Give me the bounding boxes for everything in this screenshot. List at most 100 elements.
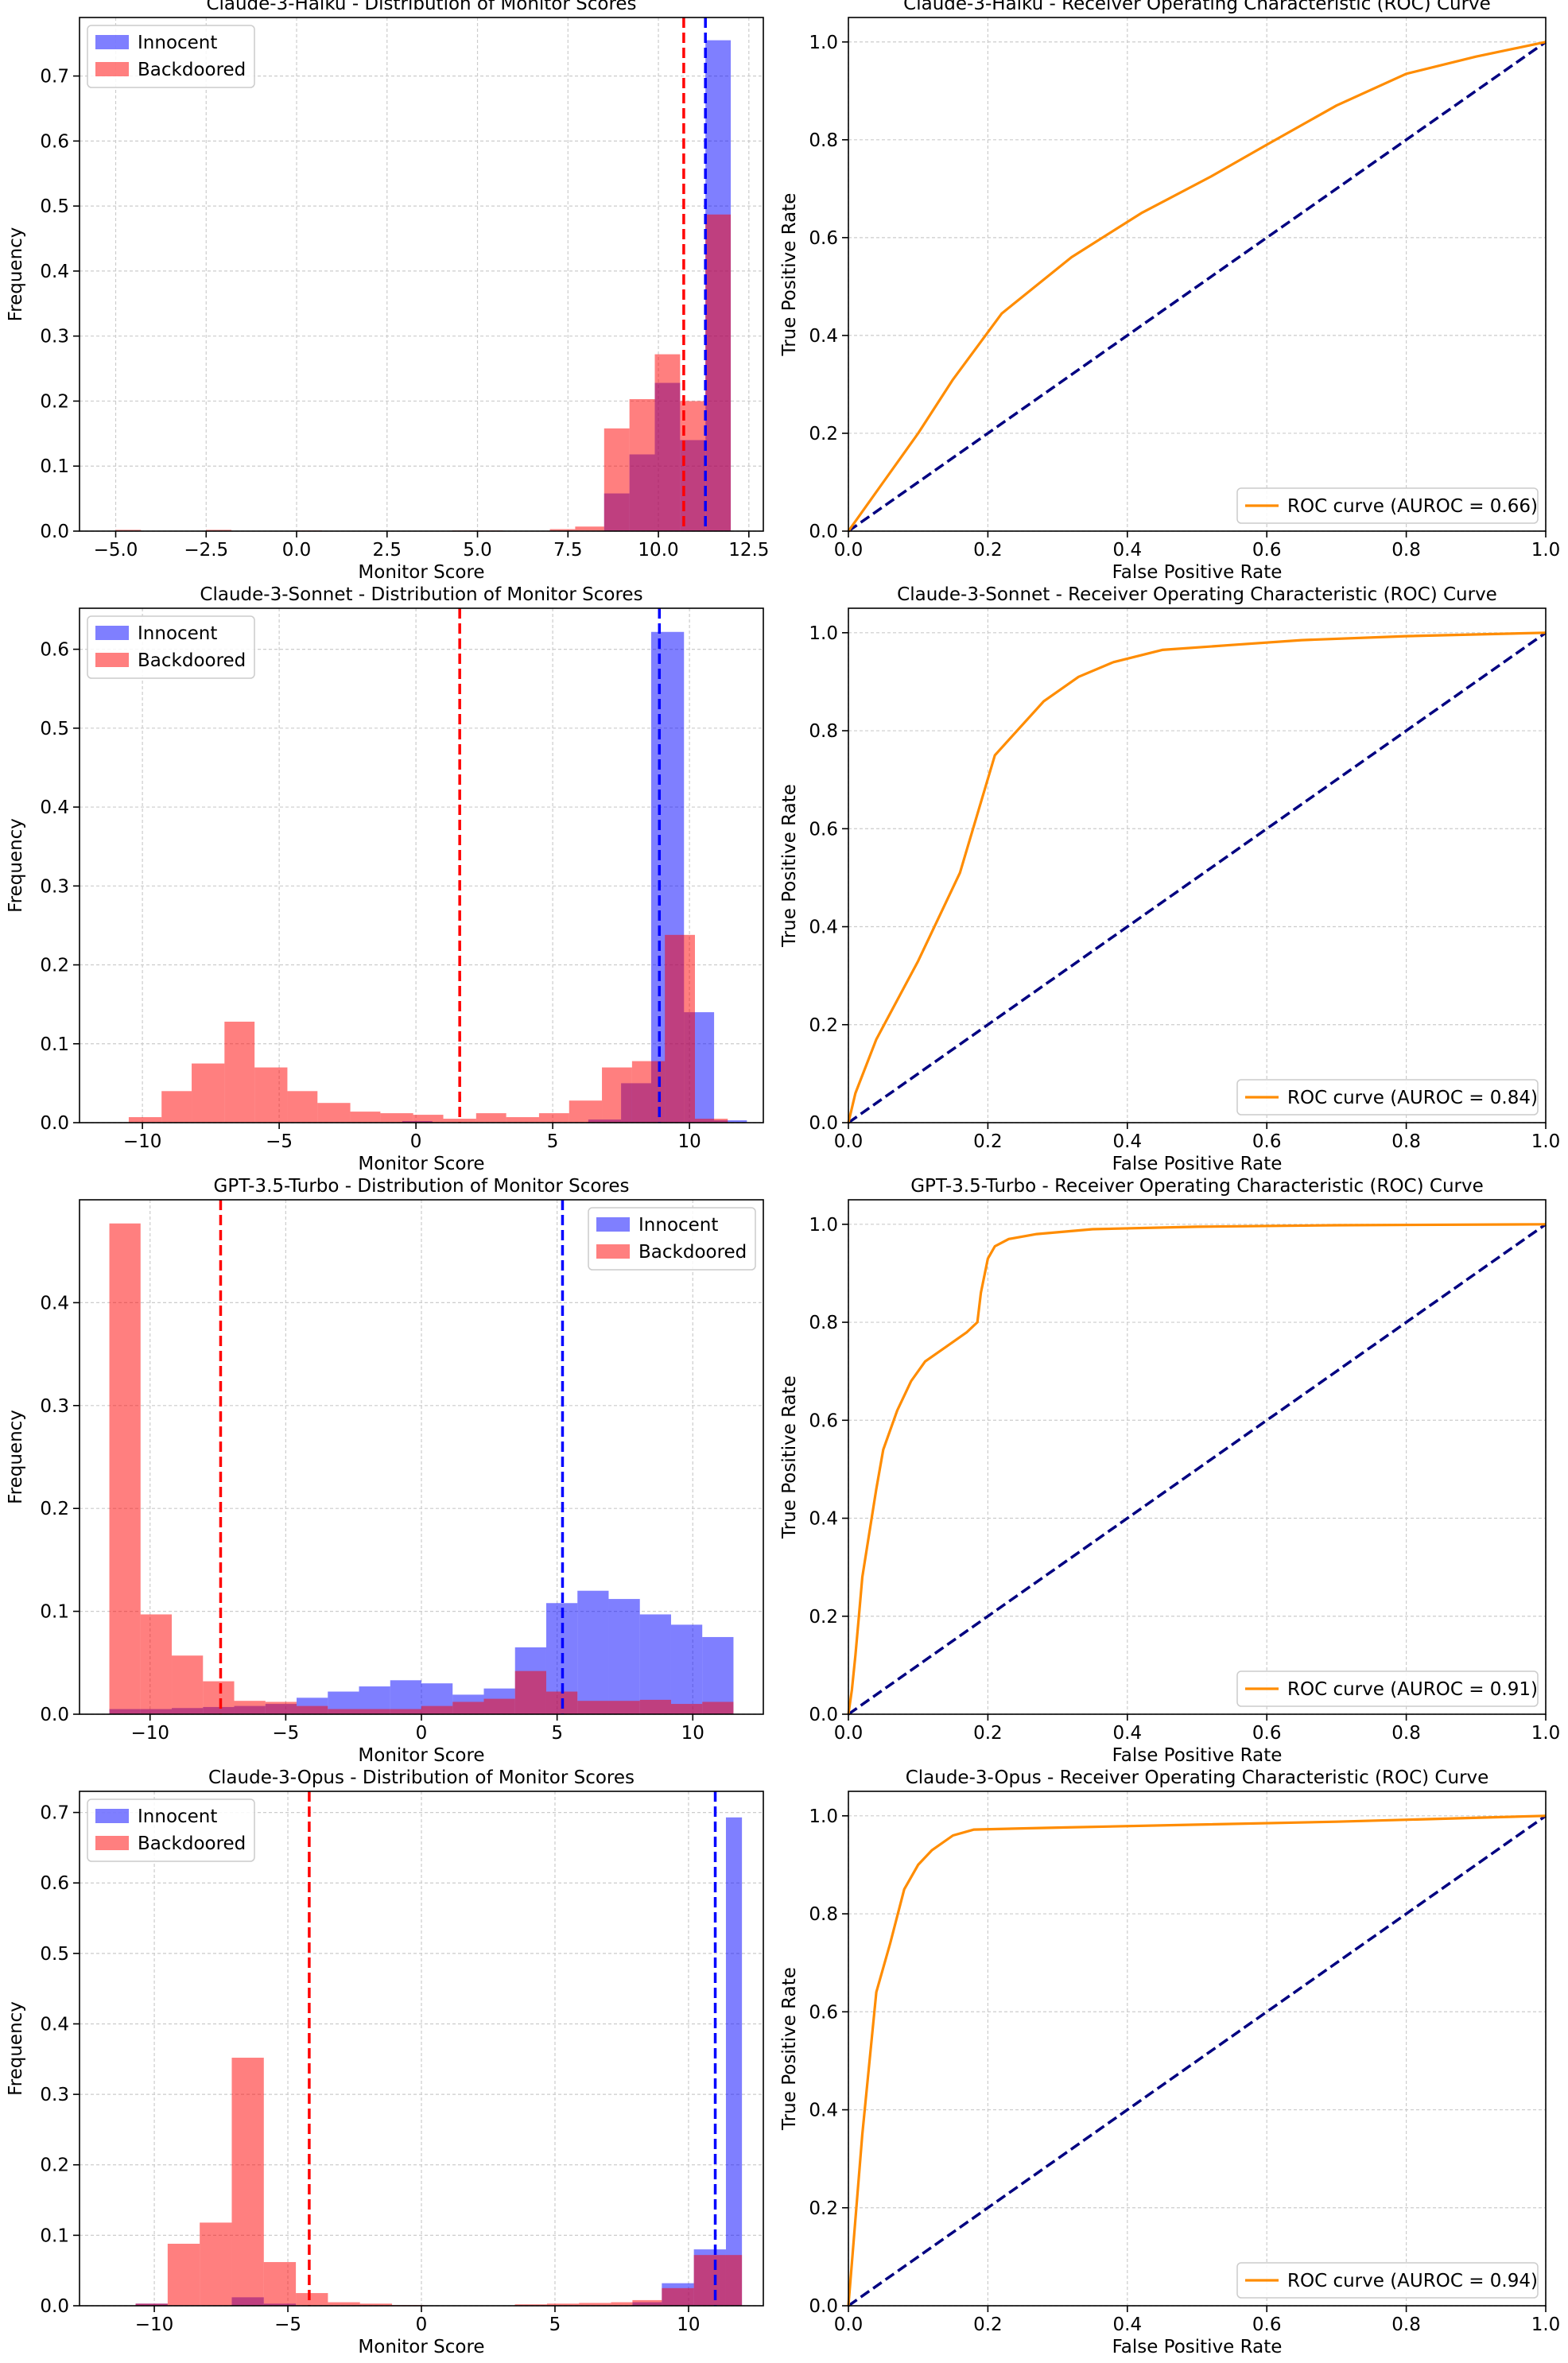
y-axis-label: True Positive Rate xyxy=(779,1967,800,2131)
y-tick-label: 0.0 xyxy=(40,1113,69,1134)
x-tick-label: 0.6 xyxy=(1252,2314,1282,2335)
y-tick-label: 0.6 xyxy=(809,228,838,249)
legend: ROC curve (AUROC = 0.94) xyxy=(1236,2262,1539,2299)
innocent-bar xyxy=(702,1636,734,1714)
plot-frame xyxy=(848,1791,1547,2307)
legend-box xyxy=(87,615,255,679)
backdoored-bar xyxy=(128,1117,162,1123)
backdoored-bar xyxy=(577,1701,609,1714)
x-axis-label: False Positive Rate xyxy=(1112,1745,1283,1766)
legend: ROC curve (AUROC = 0.84) xyxy=(1236,1079,1539,1116)
backdoored-bar xyxy=(421,1705,453,1714)
backdoored-bar xyxy=(234,1701,266,1714)
x-axis-label: Monitor Score xyxy=(358,562,484,583)
backdoored-bar xyxy=(359,2303,393,2306)
y-tick-label: 0.0 xyxy=(40,1705,69,1725)
chart-title: Claude-3-Haiku - Receiver Operating Char… xyxy=(903,0,1491,14)
y-tick-label: 0.2 xyxy=(809,1015,838,1036)
innocent-bar xyxy=(608,1599,640,1714)
legend-box xyxy=(87,25,255,88)
backdoored-bar xyxy=(602,1067,632,1123)
y-tick-label: 0.8 xyxy=(809,721,838,742)
histogram-chart-3: −10 −5 0 5 10 0.0 0.1 0.2 0.3 0.4 GPT-3.5-Turbo - … xyxy=(6,1176,764,1766)
roc-curve-line xyxy=(847,1814,1547,2307)
y-axis-label: Frequency xyxy=(6,818,26,913)
innocent-bar xyxy=(714,1120,747,1123)
backdoored-bar xyxy=(203,1681,235,1714)
roc-legend-label: ROC curve (AUROC = 0.84) xyxy=(1287,1088,1538,1108)
x-tick-label: 1.0 xyxy=(1531,540,1561,561)
y-tick-label: 0.4 xyxy=(40,1293,69,1313)
legend-box xyxy=(1236,2262,1539,2299)
backdoored-bar xyxy=(296,2293,328,2306)
y-tick-label: 0.6 xyxy=(40,1873,69,1894)
x-tick-label: −5 xyxy=(272,1723,299,1744)
legend-box xyxy=(1236,1670,1539,1707)
backdoored-bar xyxy=(135,2303,168,2306)
plot-frame xyxy=(848,17,1547,532)
y-axis-label: Frequency xyxy=(6,2001,26,2096)
backdoored-bar xyxy=(475,1113,506,1123)
x-tick-label: 5 xyxy=(549,2314,561,2335)
backdoored-bar xyxy=(413,1115,444,1123)
x-tick-label: 0.4 xyxy=(1113,1723,1143,1744)
y-tick-label: 0.8 xyxy=(809,130,838,151)
backdoored-bar xyxy=(670,1704,703,1714)
backdoored-legend-swatch xyxy=(95,62,129,76)
y-tick-label: 0.7 xyxy=(40,1803,69,1824)
backdoored-bar xyxy=(538,1113,569,1123)
backdoored-bar xyxy=(514,1670,546,1714)
histogram-chart-1: −5.0 −2.5 0.0 2.5 5.0 7.5 10.0 12.5 0.0 0.1 0.2 0.3… xyxy=(6,0,769,583)
y-tick-label: 0.1 xyxy=(40,456,69,477)
x-tick-label: 7.5 xyxy=(553,540,583,561)
roc-legend-label: ROC curve (AUROC = 0.94) xyxy=(1287,2271,1538,2291)
roc-legend-label: ROC curve (AUROC = 0.91) xyxy=(1287,1679,1538,1700)
backdoored-bar xyxy=(297,1705,328,1714)
x-tick-label: 0.4 xyxy=(1113,540,1143,561)
legend-box xyxy=(87,1798,255,1862)
legend-box xyxy=(1236,487,1539,524)
y-tick-label: 0.1 xyxy=(40,1602,69,1623)
x-tick-label: 0.6 xyxy=(1252,1723,1282,1744)
x-tick-label: −10 xyxy=(123,1131,162,1152)
backdoored-bar xyxy=(702,1701,734,1714)
backdoored-legend-swatch xyxy=(596,1244,630,1259)
y-tick-label: 0.2 xyxy=(40,2155,69,2176)
roc-curve-line xyxy=(847,41,1547,532)
backdoored-bar xyxy=(546,2303,580,2306)
y-tick-label: 0.6 xyxy=(40,640,69,661)
backdoored-bar xyxy=(200,2222,232,2306)
innocent-bar xyxy=(577,1590,609,1714)
y-axis-label: True Positive Rate xyxy=(779,193,800,357)
x-tick-label: 0.8 xyxy=(1391,1131,1421,1152)
x-tick-label: 0 xyxy=(416,1723,428,1744)
x-tick-label: 0.6 xyxy=(1252,1131,1282,1152)
y-tick-label: 0.4 xyxy=(809,1509,838,1530)
roc-legend-label: ROC curve (AUROC = 0.66) xyxy=(1287,496,1538,517)
histogram-chart-4: −10 −5 0 5 10 0.0 0.1 0.2 0.3 0.4 0.5 0.6 0.7 Claude-… xyxy=(6,1767,764,2357)
x-tick-label: −5.0 xyxy=(94,540,138,561)
x-axis-label: Monitor Score xyxy=(358,2337,484,2357)
innocent-legend-label: Innocent xyxy=(138,623,217,644)
backdoored-bar xyxy=(632,2299,662,2306)
backdoored-bar xyxy=(611,2302,633,2306)
y-tick-label: 0.8 xyxy=(809,1313,838,1333)
backdoored-legend-swatch xyxy=(95,1836,129,1850)
x-tick-label: 0.2 xyxy=(973,1131,1003,1152)
legend: Innocent Backdoored xyxy=(87,1798,255,1862)
y-tick-label: 1.0 xyxy=(809,1215,838,1236)
backdoored-bar xyxy=(452,1701,484,1714)
legend: Innocent Backdoored xyxy=(588,1207,756,1271)
x-axis-label: False Positive Rate xyxy=(1112,1154,1283,1174)
plot-frame xyxy=(848,1199,1547,1715)
legend: ROC curve (AUROC = 0.91) xyxy=(1236,1670,1539,1707)
backdoored-legend-label: Backdoored xyxy=(138,1833,246,1854)
backdoored-legend-label: Backdoored xyxy=(638,1242,747,1263)
x-axis-label: Monitor Score xyxy=(358,1154,484,1174)
backdoored-bar xyxy=(359,1709,390,1714)
chart-title: Claude-3-Opus - Receiver Operating Chara… xyxy=(906,1767,1489,1788)
backdoored-bar xyxy=(665,934,695,1123)
backdoored-bar xyxy=(549,529,576,531)
backdoored-bar xyxy=(654,354,681,531)
